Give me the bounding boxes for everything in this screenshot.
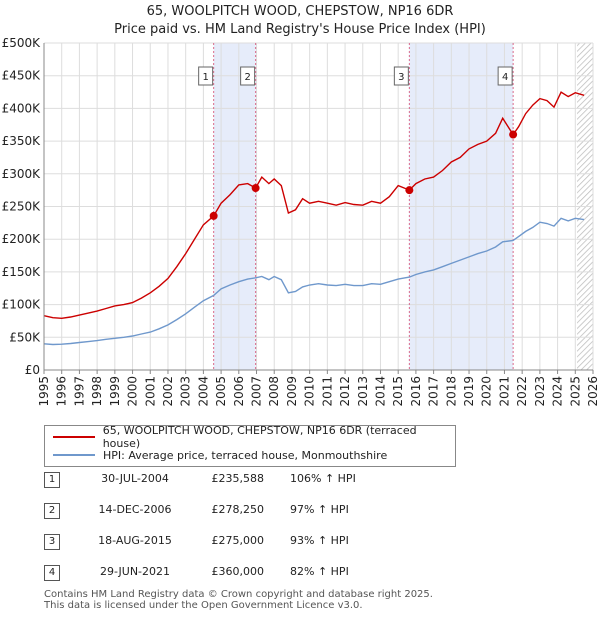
x-tick-label: 2002 [161,376,175,407]
x-tick-label: 2015 [391,376,405,407]
y-tick-label: £100K [2,298,42,312]
x-tick-label: 2016 [409,376,423,407]
x-tick-label: 2001 [143,376,157,407]
x-tick-label: 2019 [462,376,476,407]
sale-label-box [393,66,409,86]
x-tick-label: 2022 [515,376,529,407]
sale-label: 3 [398,72,404,83]
sale-date: 18-AUG-2015 [98,534,172,547]
sale-date: 14-DEC-2006 [98,503,172,516]
y-tick-label: £200K [2,232,42,246]
y-tick-label: £350K [2,134,42,148]
y-tick-label: £150K [2,265,42,279]
footer-copyright: Contains HM Land Registry data © Crown c… [44,589,433,600]
x-tick-label: 2014 [373,376,387,407]
y-tick-label: £400K [2,101,42,115]
sale-row: 3 18-AUG-2015 £275,000 93% ↑ HPI [0,534,600,554]
x-tick-label: 2004 [196,376,210,407]
sale-hpi-change: 93% ↑ HPI [290,534,349,547]
x-tick-label: 2023 [533,376,547,407]
sale-number: 3 [44,534,60,550]
legend-item-hpi: HPI: Average price, terraced house, Monm… [53,447,387,463]
x-tick-label: 1996 [55,376,69,407]
x-tick-label: 2000 [126,376,140,407]
x-tick-label: 2007 [250,376,264,407]
x-tick-label: 1997 [72,376,86,407]
sale-label-box [198,66,214,86]
sale-label: 2 [244,72,250,83]
y-tick-label: £450K [2,69,42,83]
y-tick-label: £300K [2,167,42,181]
sale-date: 29-JUN-2021 [99,565,171,578]
legend: 65, WOOLPITCH WOOD, CHEPSTOW, NP16 6DR (… [44,424,456,467]
sale-point [405,186,414,195]
legend-swatch-price [53,436,95,438]
legend-item-price: 65, WOOLPITCH WOOD, CHEPSTOW, NP16 6DR (… [53,424,455,450]
sale-label: 1 [202,72,208,83]
x-tick-label: 2024 [551,376,565,407]
y-tick-label: £250K [2,200,42,214]
x-tick-label: 2025 [568,376,582,407]
x-tick-label: 2012 [338,376,352,407]
sale-label: 4 [502,72,508,83]
x-tick-label: 2011 [320,376,334,407]
sale-row: 4 29-JUN-2021 £360,000 82% ↑ HPI [0,565,600,585]
footer: Contains HM Land Registry data © Crown c… [44,589,433,611]
x-tick-label: 2026 [586,376,600,407]
hpi-line [43,217,585,346]
x-tick-label: 2003 [179,376,193,407]
legend-label-price: 65, WOOLPITCH WOOD, CHEPSTOW, NP16 6DR (… [102,424,417,450]
x-tick-label: 2020 [480,376,494,407]
price-paid-line [43,91,585,320]
x-tick-label: 1999 [108,376,122,407]
sale-row: 1 30-JUL-2004 £235,588 106% ↑ HPI [0,472,600,492]
y-tick-label: £0 [25,363,40,377]
sale-number: 4 [44,565,60,581]
legend-swatch-hpi [53,454,95,456]
sale-label-box [497,66,513,86]
sale-point [251,184,260,193]
x-tick-label: 2006 [232,376,246,407]
footer-license: This data is licensed under the Open Gov… [44,600,363,611]
sale-row: 2 14-DEC-2006 £278,250 97% ↑ HPI [0,503,600,523]
x-tick-label: 2009 [285,376,299,407]
sale-price: £235,588 [211,472,265,485]
x-tick-label: 2013 [356,376,370,407]
x-tick-label: 2008 [267,376,281,407]
sale-point [509,130,518,139]
chart-title: 65, WOOLPITCH WOOD, CHEPSTOW, NP16 6DR [146,4,454,19]
sale-label-box [240,66,256,86]
x-tick-label: 2021 [497,376,511,407]
sale-number: 2 [44,503,60,519]
sale-price: £360,000 [211,565,265,578]
sale-hpi-change: 106% ↑ HPI [290,472,356,485]
x-tick-label: 2017 [427,376,441,407]
sale-number: 1 [44,472,60,488]
x-tick-label: 2018 [444,376,458,407]
price-chart: 1 2 3 4 £0 £50K £100K £150K £200K £250K £300K £350… [2,36,600,407]
sale-hpi-change: 82% ↑ HPI [290,565,349,578]
legend-label-hpi: HPI: Average price, terraced house, Monm… [103,448,388,462]
chart-subtitle: Price paid vs. HM Land Registry's House … [114,22,486,37]
sale-point [209,211,218,220]
y-tick-label: £500K [2,36,42,50]
sale-date: 30-JUL-2004 [101,472,169,485]
x-tick-label: 2010 [303,376,317,407]
x-tick-label: 2005 [214,376,228,407]
x-tick-label: 1998 [90,376,104,407]
x-tick-label: 1995 [37,376,51,407]
sale-hpi-change: 97% ↑ HPI [290,503,349,516]
y-tick-label: £50K [9,330,41,344]
sale-price: £275,000 [211,534,265,547]
sale-price: £278,250 [211,503,265,516]
